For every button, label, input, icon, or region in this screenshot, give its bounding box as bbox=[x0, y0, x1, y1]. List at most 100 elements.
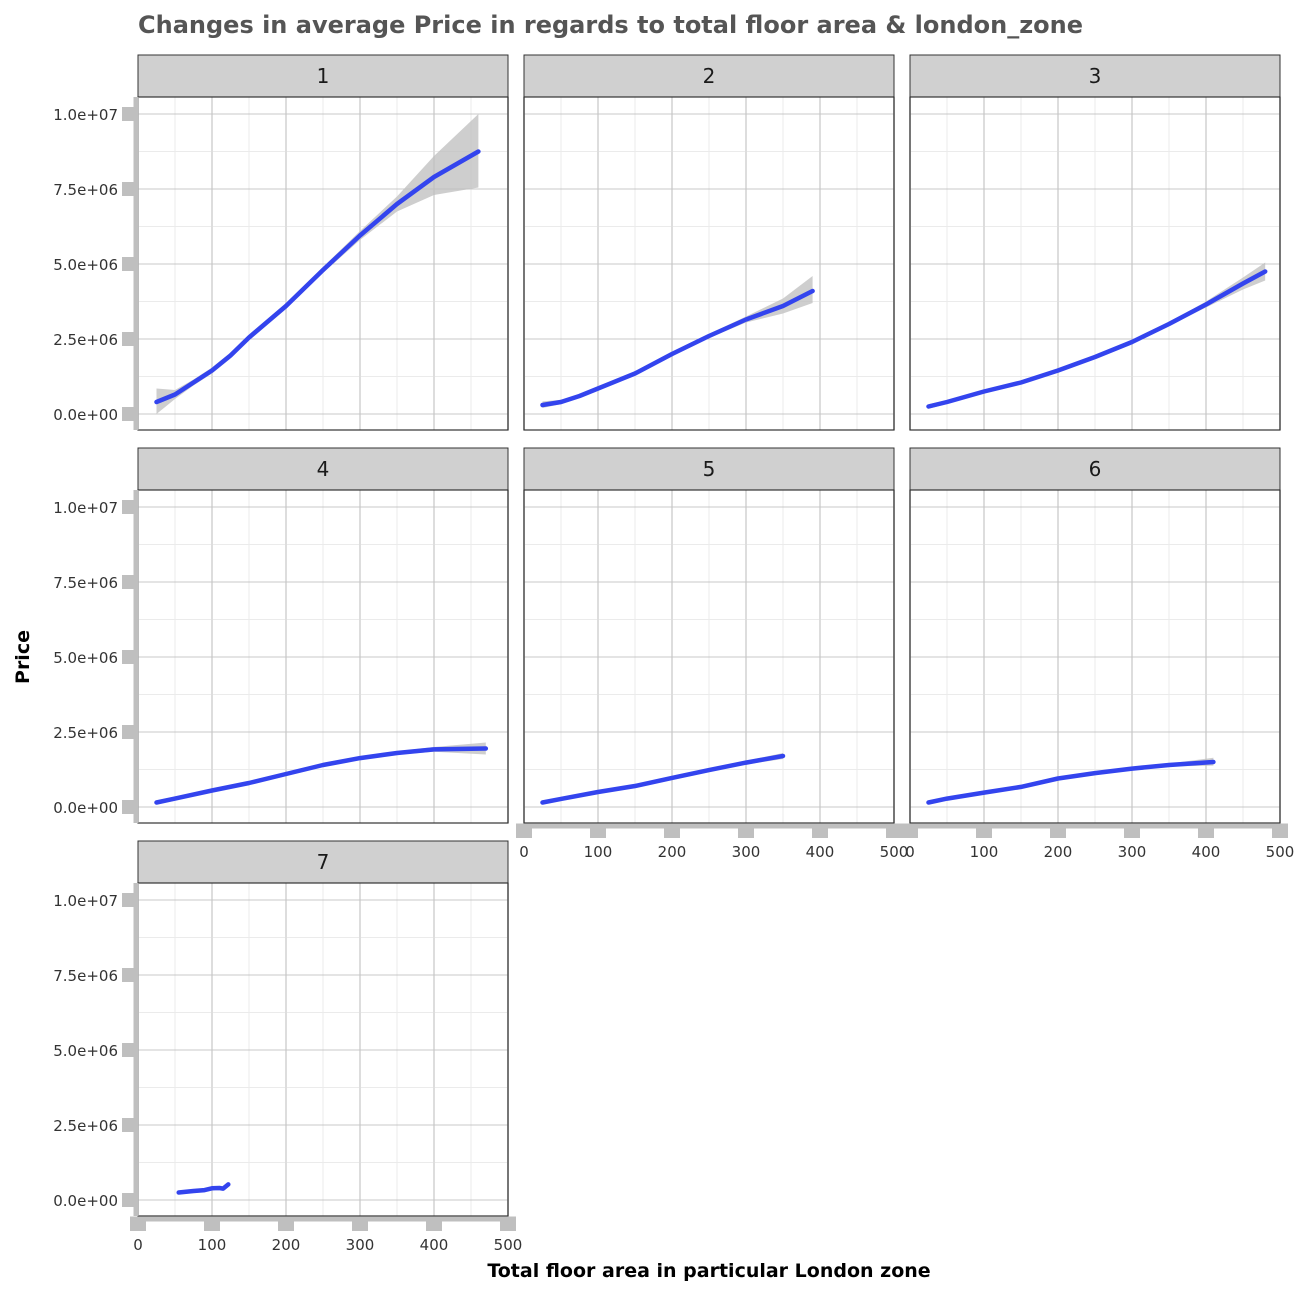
panel-border bbox=[523, 489, 895, 824]
y-tick-label: 5.0e+06 bbox=[53, 649, 118, 667]
smooth-line bbox=[540, 753, 786, 805]
panel-border bbox=[909, 96, 1281, 431]
y-tick-label: 1.0e+07 bbox=[53, 106, 118, 124]
y-tick-label: 7.5e+06 bbox=[53, 967, 118, 985]
x-tick-label: 400 bbox=[806, 843, 835, 861]
facet-strip bbox=[137, 447, 509, 491]
x-tick-mark bbox=[1124, 825, 1140, 838]
x-tick-label: 100 bbox=[970, 843, 999, 861]
y-tick-mark bbox=[122, 182, 136, 196]
x-tick-label: 300 bbox=[346, 1236, 375, 1254]
y-tick-label: 7.5e+06 bbox=[53, 574, 118, 592]
x-tick-mark bbox=[812, 825, 828, 838]
x-tick-mark bbox=[130, 1218, 146, 1231]
x-axis-title: Total floor area in particular London zo… bbox=[487, 1260, 930, 1282]
smooth-line bbox=[540, 288, 815, 408]
y-tick-mark bbox=[122, 407, 136, 421]
facet-strip-label: 5 bbox=[703, 457, 716, 481]
x-tick-mark bbox=[664, 825, 680, 838]
facet-strip-label: 2 bbox=[703, 64, 716, 88]
x-tick-mark bbox=[886, 825, 902, 838]
x-tick-label: 100 bbox=[198, 1236, 227, 1254]
x-tick-label: 400 bbox=[1192, 843, 1221, 861]
y-tick-label: 0.0e+00 bbox=[53, 1192, 118, 1210]
x-tick-label: 200 bbox=[1044, 843, 1073, 861]
facet-strip bbox=[523, 54, 895, 98]
y-tick-mark bbox=[122, 332, 136, 346]
x-tick-label: 0 bbox=[905, 843, 915, 861]
facet-panel-5: 5 0 100 200 300 400 500 bbox=[516, 447, 909, 861]
x-tick-label: 0 bbox=[133, 1236, 143, 1254]
x-tick-label: 300 bbox=[732, 843, 761, 861]
x-tick-mark bbox=[426, 1218, 442, 1231]
smooth-line bbox=[926, 269, 1268, 409]
y-tick-label: 0.0e+00 bbox=[53, 406, 118, 424]
x-tick-mark bbox=[500, 1218, 516, 1231]
x-tick-mark bbox=[1050, 825, 1066, 838]
facet-panel-6: 6 0 100 200 300 400 500 bbox=[902, 447, 1295, 861]
x-tick-mark bbox=[1198, 825, 1214, 838]
y-tick-label: 1.0e+07 bbox=[53, 499, 118, 517]
y-tick-label: 0.0e+00 bbox=[53, 799, 118, 817]
facet-strip bbox=[137, 54, 509, 98]
y-tick-label: 1.0e+07 bbox=[53, 892, 118, 910]
x-tick-label: 500 bbox=[494, 1236, 523, 1254]
facet-panel-1: 1 0.0e+00 2.5e+06 5.0e+06 7.5e+06 1.0e+07 bbox=[53, 54, 509, 431]
facet-strip bbox=[523, 447, 895, 491]
y-tick-label: 5.0e+06 bbox=[53, 256, 118, 274]
x-tick-mark bbox=[352, 1218, 368, 1231]
facet-strip-label: 6 bbox=[1089, 457, 1102, 481]
y-tick-mark bbox=[122, 500, 136, 514]
y-tick-mark bbox=[122, 893, 136, 907]
x-tick-label: 0 bbox=[519, 843, 529, 861]
y-tick-mark bbox=[122, 800, 136, 814]
y-tick-label: 7.5e+06 bbox=[53, 181, 118, 199]
x-tick-mark bbox=[516, 825, 532, 838]
chart-title: Changes in average Price in regards to t… bbox=[138, 11, 1083, 39]
y-tick-mark bbox=[122, 1043, 136, 1057]
x-tick-mark bbox=[1272, 825, 1288, 838]
y-tick-label: 2.5e+06 bbox=[53, 724, 118, 742]
x-tick-mark bbox=[590, 825, 606, 838]
panel-border bbox=[909, 489, 1281, 824]
y-axis-title: Price bbox=[12, 630, 34, 684]
y-tick-label: 2.5e+06 bbox=[53, 1117, 118, 1135]
facet-panels: 10.0e+002.5e+065.0e+067.5e+061.0e+072 340… bbox=[53, 54, 1295, 1254]
x-tick-mark bbox=[902, 825, 918, 838]
x-tick-label: 200 bbox=[272, 1236, 301, 1254]
x-tick-label: 500 bbox=[1266, 843, 1295, 861]
x-tick-mark bbox=[738, 825, 754, 838]
x-tick-mark bbox=[976, 825, 992, 838]
facet-strip-label: 7 bbox=[317, 850, 330, 874]
x-tick-label: 500 bbox=[880, 843, 909, 861]
facet-panel-4: 4 0.0e+00 2.5e+06 5.0e+06 7.5e+06 1.0e+07 bbox=[53, 447, 509, 824]
facet-panel-2: 2 bbox=[523, 54, 895, 431]
smooth-line bbox=[926, 759, 1216, 805]
x-tick-mark bbox=[204, 1218, 220, 1231]
y-tick-mark bbox=[122, 575, 136, 589]
facet-strip-label: 4 bbox=[317, 457, 330, 481]
x-tick-label: 200 bbox=[658, 843, 687, 861]
y-tick-mark bbox=[122, 650, 136, 664]
y-tick-mark bbox=[122, 968, 136, 982]
x-tick-label: 300 bbox=[1118, 843, 1147, 861]
facet-strip-label: 1 bbox=[317, 64, 330, 88]
smooth-line bbox=[154, 149, 481, 405]
y-tick-mark bbox=[122, 1118, 136, 1132]
smooth-line bbox=[176, 1182, 231, 1195]
y-tick-label: 5.0e+06 bbox=[53, 1042, 118, 1060]
y-tick-mark bbox=[122, 725, 136, 739]
x-tick-mark bbox=[278, 1218, 294, 1231]
facet-strip-label: 3 bbox=[1089, 64, 1102, 88]
y-tick-mark bbox=[122, 107, 136, 121]
facet-panel-7: 7 0.0e+00 2.5e+06 5.0e+06 7.5e+06 1.0e+07 0 100… bbox=[53, 840, 523, 1254]
facet-strip bbox=[909, 54, 1281, 98]
y-tick-label: 2.5e+06 bbox=[53, 331, 118, 349]
panel-border bbox=[523, 96, 895, 431]
facet-panel-3: 3 bbox=[909, 54, 1281, 431]
x-tick-label: 400 bbox=[420, 1236, 449, 1254]
smooth-line bbox=[154, 746, 489, 805]
facet-strip bbox=[909, 447, 1281, 491]
x-tick-label: 100 bbox=[584, 843, 613, 861]
